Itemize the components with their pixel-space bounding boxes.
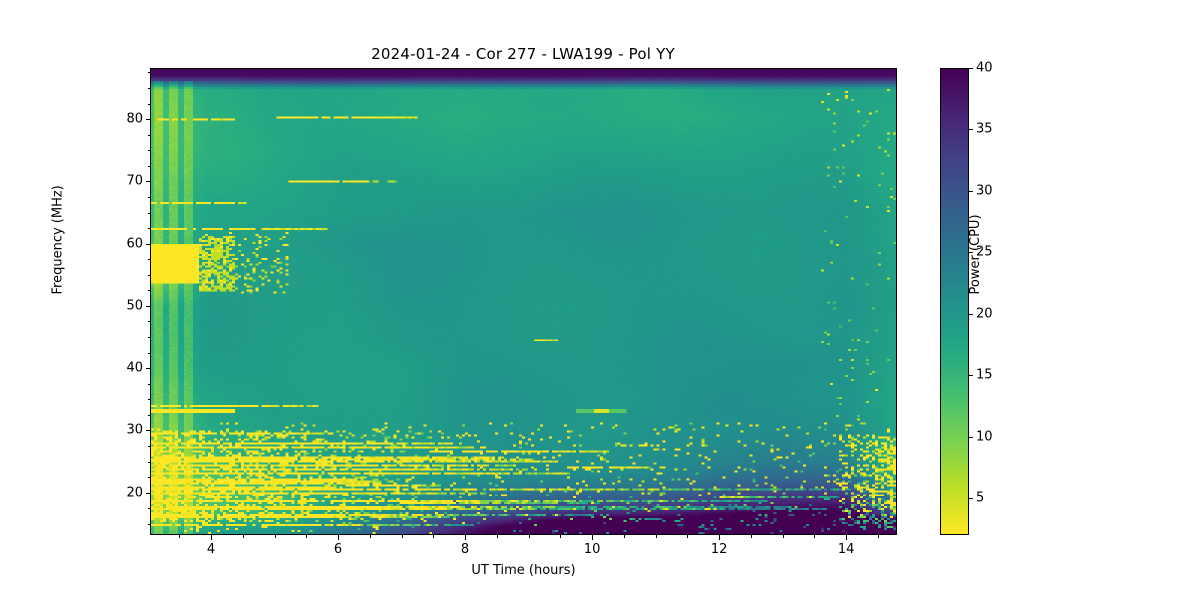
y-minor-tick xyxy=(147,352,150,354)
colorbar-tick xyxy=(969,498,973,500)
y-minor-tick xyxy=(147,103,150,105)
y-minor-tick xyxy=(147,446,150,447)
colorbar-label: Power (CPU) xyxy=(967,213,983,294)
colorbar xyxy=(940,68,969,535)
y-minor-tick xyxy=(147,134,150,136)
x-major-tick xyxy=(846,535,848,540)
x-major-tick xyxy=(338,535,339,540)
y-tick-label: 60 xyxy=(126,236,143,252)
colorbar-gradient xyxy=(941,69,968,534)
x-major-tick xyxy=(719,535,721,540)
colorbar-tick xyxy=(969,68,973,69)
y-minor-tick xyxy=(147,508,150,510)
y-minor-tick xyxy=(147,165,150,167)
y-minor-tick xyxy=(147,383,150,385)
y-major-tick xyxy=(145,430,150,432)
colorbar-tick xyxy=(969,436,973,438)
y-minor-tick xyxy=(147,87,150,89)
page-title: 2024-01-24 - Cor 277 - LWA199 - Pol YY xyxy=(371,45,675,63)
y-minor-tick xyxy=(147,212,150,214)
y-tick-label: 50 xyxy=(126,298,143,314)
colorbar-tick-label: 35 xyxy=(976,121,993,137)
x-axis-label: UT Time (hours) xyxy=(471,563,576,578)
y-minor-tick xyxy=(147,290,150,292)
x-minor-tick xyxy=(782,535,784,538)
y-minor-tick xyxy=(147,259,150,261)
y-minor-tick xyxy=(147,196,150,198)
y-tick-label: 40 xyxy=(126,360,143,376)
x-minor-tick xyxy=(401,535,403,538)
colorbar-tick-label: 20 xyxy=(976,306,993,322)
x-minor-tick xyxy=(179,535,181,538)
colorbar-tick-label: 30 xyxy=(976,183,993,199)
y-tick-label: 20 xyxy=(126,485,143,501)
x-tick-label: 10 xyxy=(583,542,601,557)
x-minor-tick xyxy=(687,535,689,538)
x-minor-tick xyxy=(369,535,371,538)
x-minor-tick xyxy=(623,535,625,538)
x-minor-tick xyxy=(306,535,308,538)
y-major-tick xyxy=(145,119,150,121)
x-major-tick xyxy=(465,535,467,540)
colorbar-tick xyxy=(969,375,973,377)
x-minor-tick xyxy=(814,535,816,538)
y-major-tick xyxy=(145,305,150,307)
colorbar-tick-label: 5 xyxy=(976,490,985,506)
x-tick-label: 4 xyxy=(206,542,216,557)
y-tick-label: 30 xyxy=(126,422,143,438)
x-major-tick xyxy=(211,535,212,540)
colorbar-tick xyxy=(969,190,973,192)
x-minor-tick xyxy=(496,535,498,538)
y-minor-tick xyxy=(147,228,150,229)
x-tick-label: 8 xyxy=(460,542,470,557)
x-minor-tick xyxy=(750,535,752,538)
colorbar-tick-label: 25 xyxy=(976,244,993,260)
y-minor-tick xyxy=(147,477,150,479)
y-tick-label: 80 xyxy=(126,111,143,127)
x-minor-tick xyxy=(528,535,530,538)
dynamic-spectrum-axes xyxy=(150,68,897,535)
colorbar-tick xyxy=(969,313,973,315)
y-minor-tick xyxy=(147,274,150,276)
y-major-tick xyxy=(145,243,150,245)
colorbar-tick-label: 15 xyxy=(976,367,993,383)
x-minor-tick xyxy=(560,535,562,538)
y-major-tick xyxy=(145,492,150,494)
x-major-tick xyxy=(592,535,594,540)
y-minor-tick xyxy=(147,321,150,323)
colorbar-tick-label: 40 xyxy=(976,60,993,76)
y-minor-tick xyxy=(147,523,150,525)
y-axis-label: Frequency (MHz) xyxy=(50,184,66,294)
y-minor-tick xyxy=(147,150,150,152)
colorbar-tick xyxy=(969,129,973,131)
x-tick-label: 14 xyxy=(837,542,855,557)
x-tick-label: 12 xyxy=(710,542,728,557)
y-major-tick xyxy=(145,368,150,370)
y-minor-tick xyxy=(147,72,150,74)
y-minor-tick xyxy=(147,337,150,338)
x-tick-label: 6 xyxy=(333,542,343,557)
y-minor-tick xyxy=(147,414,150,416)
colorbar-tick xyxy=(969,252,973,254)
x-minor-tick xyxy=(655,535,657,538)
y-major-tick xyxy=(145,181,150,183)
spectrogram-image xyxy=(151,69,896,534)
y-minor-tick xyxy=(147,399,150,401)
x-minor-tick xyxy=(877,535,879,538)
x-minor-tick xyxy=(274,535,276,538)
spectrogram-pixels xyxy=(151,69,896,534)
colorbar-tick-label: 10 xyxy=(976,429,993,445)
x-minor-tick xyxy=(433,535,435,538)
y-tick-label: 70 xyxy=(126,173,143,189)
y-minor-tick xyxy=(147,461,150,463)
x-minor-tick xyxy=(242,535,244,538)
